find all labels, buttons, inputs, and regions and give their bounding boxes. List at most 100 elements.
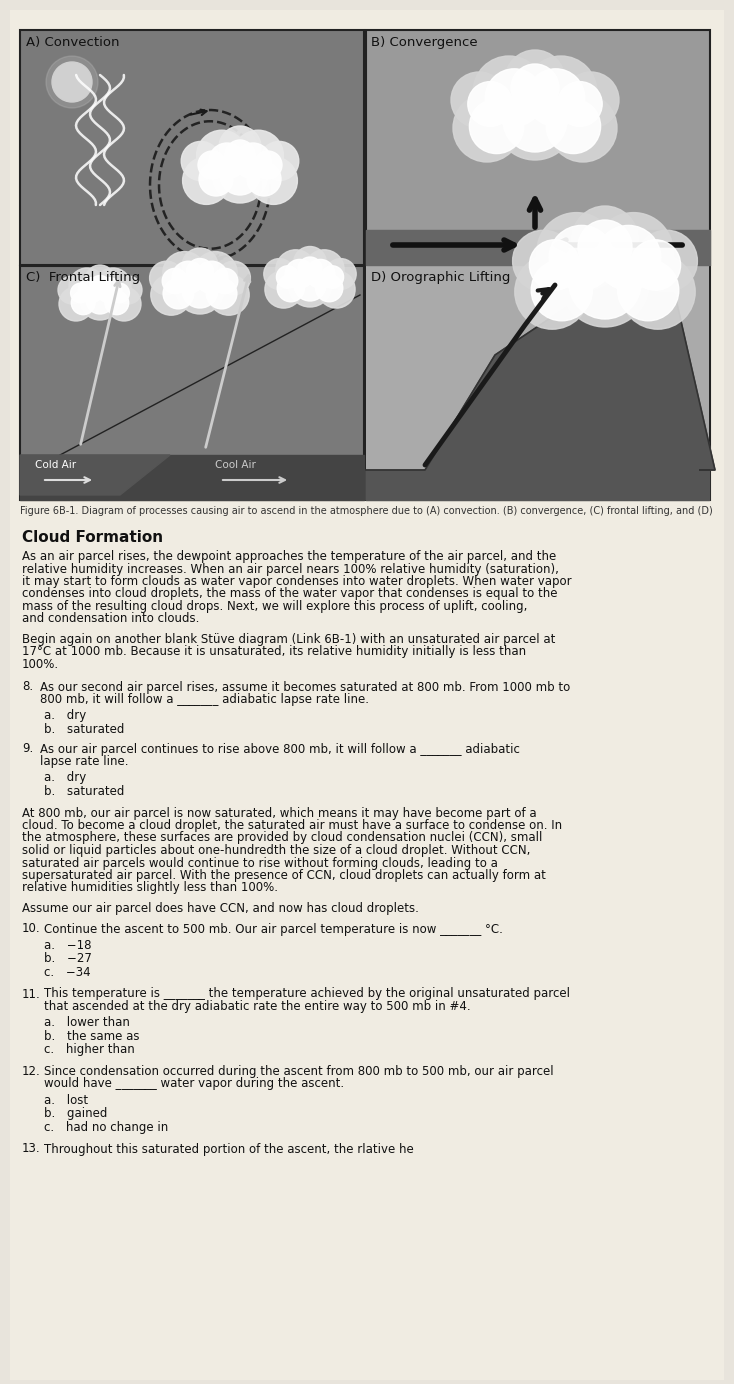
Circle shape (150, 262, 184, 295)
Circle shape (80, 280, 120, 320)
Text: that ascended at the dry adiabatic rate the entire way to 500 mb in #4.: that ascended at the dry adiabatic rate … (44, 1001, 470, 1013)
Circle shape (470, 100, 524, 154)
Text: it may start to form clouds as water vapor condenses into water droplets. When w: it may start to form clouds as water vap… (22, 574, 572, 588)
Text: 12.: 12. (22, 1066, 41, 1078)
Circle shape (537, 213, 616, 292)
Circle shape (52, 62, 92, 102)
Text: Cold Air: Cold Air (35, 459, 76, 471)
Text: b. saturated: b. saturated (44, 785, 124, 799)
Circle shape (525, 55, 597, 127)
Text: This temperature is _______ the temperature achieved by the original unsaturated: This temperature is _______ the temperat… (44, 988, 570, 1001)
Circle shape (208, 274, 250, 316)
Text: 17°C at 1000 mb. Because it is unsaturated, its relative humidity initially is l: 17°C at 1000 mb. Because it is unsaturat… (22, 645, 526, 659)
Text: a. dry: a. dry (44, 771, 87, 785)
Text: Continue the ascent to 500 mb. Our air parcel temperature is now _______ °C.: Continue the ascent to 500 mb. Our air p… (44, 923, 503, 936)
Circle shape (260, 141, 299, 180)
Circle shape (172, 262, 205, 293)
Text: Cloud Formation: Cloud Formation (22, 530, 163, 545)
Text: As an air parcel rises, the dewpoint approaches the temperature of the air parce: As an air parcel rises, the dewpoint app… (22, 549, 556, 563)
Circle shape (110, 284, 129, 303)
Circle shape (233, 130, 283, 180)
Circle shape (163, 252, 206, 295)
Bar (366, 266, 709, 500)
Circle shape (572, 206, 638, 273)
Circle shape (69, 268, 105, 304)
Text: lapse rate line.: lapse rate line. (40, 756, 128, 768)
Text: a. dry: a. dry (44, 710, 87, 722)
Circle shape (277, 266, 299, 288)
Circle shape (213, 268, 238, 293)
Circle shape (531, 260, 592, 321)
Circle shape (529, 239, 580, 291)
Circle shape (511, 64, 559, 112)
Polygon shape (20, 455, 170, 495)
Text: c. had no change in: c. had no change in (44, 1121, 168, 1133)
Circle shape (206, 278, 237, 309)
Circle shape (225, 140, 255, 170)
Circle shape (561, 239, 649, 327)
Circle shape (194, 252, 237, 295)
Text: Throughout this saturated portion of the ascent, the rlative he: Throughout this saturated portion of the… (44, 1143, 414, 1156)
Circle shape (182, 273, 218, 309)
Circle shape (71, 291, 95, 314)
Text: B) Convergence: B) Convergence (371, 36, 478, 48)
Circle shape (254, 151, 282, 179)
Text: b. saturated: b. saturated (44, 722, 124, 736)
Text: Begin again on another blank Stüve diagram (Link 6B-1) with an unsaturated air p: Begin again on another blank Stüve diagr… (22, 632, 556, 646)
Circle shape (485, 69, 543, 126)
Circle shape (217, 262, 250, 295)
Circle shape (288, 263, 332, 307)
Circle shape (468, 82, 512, 126)
Circle shape (59, 286, 93, 321)
Circle shape (163, 278, 194, 309)
Circle shape (563, 72, 619, 127)
Circle shape (505, 50, 565, 109)
Circle shape (294, 246, 327, 280)
Text: saturated air parcels would continue to rise without forming clouds, leading to : saturated air parcels would continue to … (22, 857, 498, 869)
Circle shape (631, 239, 680, 291)
Circle shape (557, 82, 602, 126)
Text: would have _______ water vapor during the ascent.: would have _______ water vapor during th… (44, 1078, 344, 1091)
Text: 9.: 9. (22, 742, 33, 756)
Circle shape (86, 286, 114, 314)
Text: 13.: 13. (22, 1143, 40, 1156)
Text: and condensation into clouds.: and condensation into clouds. (22, 613, 200, 626)
Circle shape (515, 255, 589, 329)
Text: C)  Frontal Lifting: C) Frontal Lifting (26, 271, 140, 284)
Circle shape (114, 275, 142, 304)
Circle shape (183, 156, 230, 205)
Text: mass of the resulting cloud drops. Next, we will explore this process of uplift,: mass of the resulting cloud drops. Next,… (22, 601, 527, 613)
Text: a. −18: a. −18 (44, 938, 92, 952)
Bar (366, 30, 710, 264)
Circle shape (276, 249, 316, 289)
Text: Cool Air: Cool Air (215, 459, 256, 471)
Text: Figure 6B-1. Diagram of processes causing air to ascend in the atmosphere due to: Figure 6B-1. Diagram of processes causin… (20, 507, 713, 516)
Circle shape (316, 274, 343, 302)
Text: a. lost: a. lost (44, 1093, 88, 1107)
Text: As our air parcel continues to rise above 800 mb, it will follow a _______ adiab: As our air parcel continues to rise abov… (40, 742, 520, 756)
Text: a. lower than: a. lower than (44, 1016, 130, 1030)
Circle shape (107, 286, 141, 321)
Circle shape (70, 284, 90, 303)
Text: solid or liquid particles about one-hundredth the size of a cloud droplet. Witho: solid or liquid particles about one-hund… (22, 844, 531, 857)
Text: b. gained: b. gained (44, 1107, 107, 1121)
Text: Since condensation occurred during the ascent from 800 mb to 500 mb, our air par: Since condensation occurred during the a… (44, 1066, 553, 1078)
Circle shape (298, 257, 322, 281)
Circle shape (247, 162, 281, 197)
Circle shape (453, 94, 521, 162)
Text: 100%.: 100%. (22, 657, 59, 671)
Text: relative humidities slightly less than 100%.: relative humidities slightly less than 1… (22, 882, 278, 894)
Circle shape (549, 226, 614, 291)
Circle shape (451, 72, 507, 127)
Circle shape (212, 147, 268, 203)
Text: the atmosphere, these surfaces are provided by cloud condensation nuclei (CCN), : the atmosphere, these surfaces are provi… (22, 832, 542, 844)
Circle shape (197, 130, 247, 180)
Circle shape (186, 259, 214, 285)
Circle shape (318, 271, 355, 309)
Text: b. the same as: b. the same as (44, 1030, 139, 1044)
Circle shape (264, 259, 294, 289)
Text: 10.: 10. (22, 923, 40, 936)
Circle shape (636, 230, 697, 292)
Circle shape (549, 94, 617, 162)
Circle shape (527, 69, 584, 126)
